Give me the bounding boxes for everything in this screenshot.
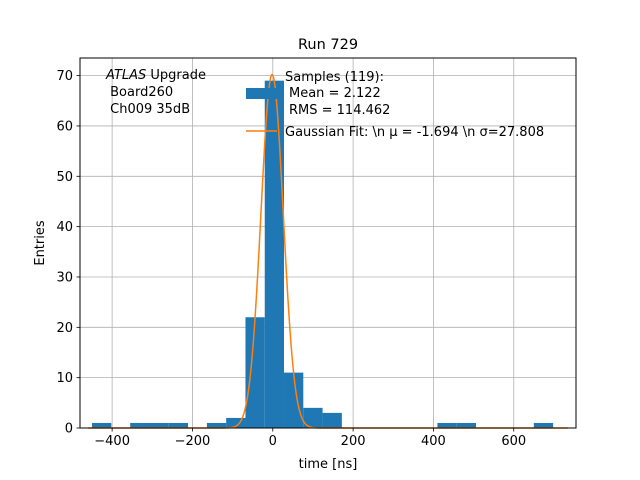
y-tick-label: 50 bbox=[56, 170, 73, 185]
y-axis-ticks: 0 10 20 30 40 50 60 70 bbox=[56, 69, 80, 437]
chart-title: Run 729 bbox=[298, 37, 358, 53]
y-tick-label: 10 bbox=[56, 371, 73, 386]
histogram-bar bbox=[130, 422, 150, 428]
y-tick-label: 70 bbox=[56, 69, 73, 84]
x-tick-label: −200 bbox=[175, 434, 211, 449]
x-tick-label: −400 bbox=[94, 434, 130, 449]
legend: Samples (119): Mean = 2.122 RMS = 114.46… bbox=[246, 70, 544, 140]
annotation-channel: Ch009 35dB bbox=[106, 102, 190, 117]
annotation-block: ATLAS Upgrade Board260 Ch009 35dB bbox=[105, 68, 206, 117]
legend-samples: Samples (119): bbox=[285, 70, 384, 85]
annotation-board: Board260 bbox=[106, 85, 173, 100]
histogram-bar bbox=[206, 422, 227, 428]
x-tick-label: 400 bbox=[421, 434, 446, 449]
histogram-bar bbox=[149, 422, 169, 428]
annotation-line1: ATLAS Upgrade bbox=[105, 68, 206, 83]
y-tick-label: 0 bbox=[65, 422, 73, 437]
histogram-bar bbox=[226, 417, 246, 428]
y-tick-label: 40 bbox=[56, 220, 73, 235]
x-tick-label: 600 bbox=[501, 434, 526, 449]
histogram-bar bbox=[168, 422, 189, 428]
y-tick-label: 60 bbox=[56, 119, 73, 134]
histogram-bar bbox=[322, 412, 342, 428]
annotation-experiment: ATLAS bbox=[105, 68, 146, 83]
y-axis-label: Entries bbox=[33, 220, 48, 266]
histogram-bar bbox=[303, 407, 323, 428]
histogram-bar bbox=[284, 372, 304, 428]
legend-histogram-swatch bbox=[246, 88, 277, 99]
y-tick-label: 30 bbox=[56, 270, 73, 285]
legend-fit-label: Gaussian Fit: \n μ = -1.694 \n σ=27.808 bbox=[285, 125, 544, 140]
histogram-bar bbox=[456, 422, 476, 428]
x-tick-label: 0 bbox=[269, 434, 277, 449]
x-axis-label: time [ns] bbox=[299, 457, 358, 472]
histogram-bar bbox=[437, 422, 457, 428]
histogram-bar bbox=[92, 422, 112, 428]
legend-rms: RMS = 114.462 bbox=[289, 103, 390, 118]
histogram-bars bbox=[92, 80, 554, 428]
histogram-bar bbox=[245, 317, 265, 428]
legend-mean: Mean = 2.122 bbox=[289, 86, 381, 101]
histogram-bar bbox=[264, 80, 285, 428]
histogram-bar bbox=[533, 422, 554, 428]
x-axis-ticks: −400 −200 0 200 400 600 bbox=[94, 428, 526, 449]
plot-frame bbox=[79, 57, 577, 429]
x-tick-label: 200 bbox=[341, 434, 366, 449]
annotation-experiment-suffix: Upgrade bbox=[146, 68, 206, 83]
y-tick-label: 20 bbox=[56, 321, 73, 336]
